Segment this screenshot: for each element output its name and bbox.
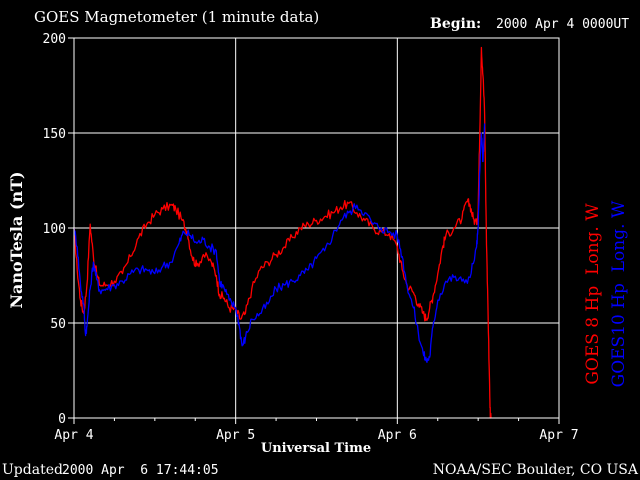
- series-line-0: [73, 46, 492, 419]
- x-tick-label-1: Apr 5: [216, 428, 255, 443]
- begin-label: Begin:: [430, 16, 481, 32]
- plot-frame: [68, 37, 560, 424]
- legend-goes10: GOES10 Hp Long. W: [609, 200, 629, 387]
- tick-labels: 0 50 100 150 200 Apr 4 Apr 5 Apr 6 Apr 7: [43, 32, 579, 443]
- x-tick-label-2: Apr 6: [378, 428, 417, 443]
- series-lines: [73, 46, 492, 419]
- y-tick-label-4: 200: [43, 32, 66, 47]
- x-tick-label-3: Apr 7: [539, 428, 578, 443]
- y-tick-label-1: 50: [50, 317, 66, 332]
- chart-title: GOES Magnetometer (1 minute data): [34, 8, 319, 26]
- begin-value: 2000 Apr 4 0000UT: [496, 17, 629, 32]
- y-tick-label-2: 100: [43, 222, 66, 237]
- updated-label: Updated: [2, 462, 63, 478]
- y-tick-label-3: 150: [43, 127, 66, 142]
- credit-text: NOAA/SEC Boulder, CO USA: [433, 462, 639, 478]
- x-axis-label: Universal Time: [261, 441, 371, 456]
- y-axis-label: NanoTesla (nT): [7, 171, 26, 308]
- y-tick-label-0: 0: [58, 412, 66, 427]
- updated-value: 2000 Apr 6 17:44:05: [62, 463, 219, 478]
- series-line-1: [73, 123, 486, 363]
- x-tick-label-0: Apr 4: [54, 428, 93, 443]
- legend-goes8: GOES 8 Hp Long. W: [583, 203, 603, 385]
